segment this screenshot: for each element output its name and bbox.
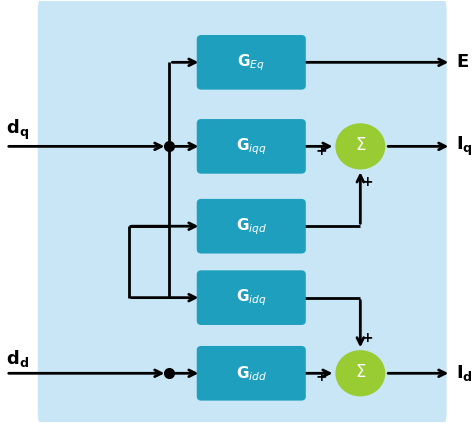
Text: +: + [316,371,328,385]
FancyBboxPatch shape [197,270,306,325]
FancyBboxPatch shape [197,119,306,174]
Text: G$_{idd}$: G$_{idd}$ [236,364,267,383]
Text: $\Sigma$: $\Sigma$ [355,363,366,381]
FancyBboxPatch shape [197,35,306,90]
Text: +: + [361,330,373,345]
Text: G$_{iqq}$: G$_{iqq}$ [236,136,267,157]
Text: +: + [316,143,328,158]
Text: $\Sigma$: $\Sigma$ [355,136,366,154]
Text: G$_{idq}$: G$_{idq}$ [236,287,267,308]
Text: G$_{Eq}$: G$_{Eq}$ [237,52,265,73]
Text: $\mathbf{d_d}$: $\mathbf{d_d}$ [6,348,29,369]
Text: $\mathbf{I_d}$: $\mathbf{I_d}$ [456,363,473,383]
FancyBboxPatch shape [38,0,447,423]
FancyBboxPatch shape [197,199,306,253]
Circle shape [335,123,385,170]
FancyBboxPatch shape [197,346,306,401]
Text: G$_{iqd}$: G$_{iqd}$ [236,216,267,236]
Text: $\mathbf{d_q}$: $\mathbf{d_q}$ [6,118,29,142]
Circle shape [335,350,385,396]
Text: +: + [361,175,373,189]
Text: $\mathbf{E}$: $\mathbf{E}$ [456,53,469,71]
Text: $\mathbf{I_q}$: $\mathbf{I_q}$ [456,135,473,158]
